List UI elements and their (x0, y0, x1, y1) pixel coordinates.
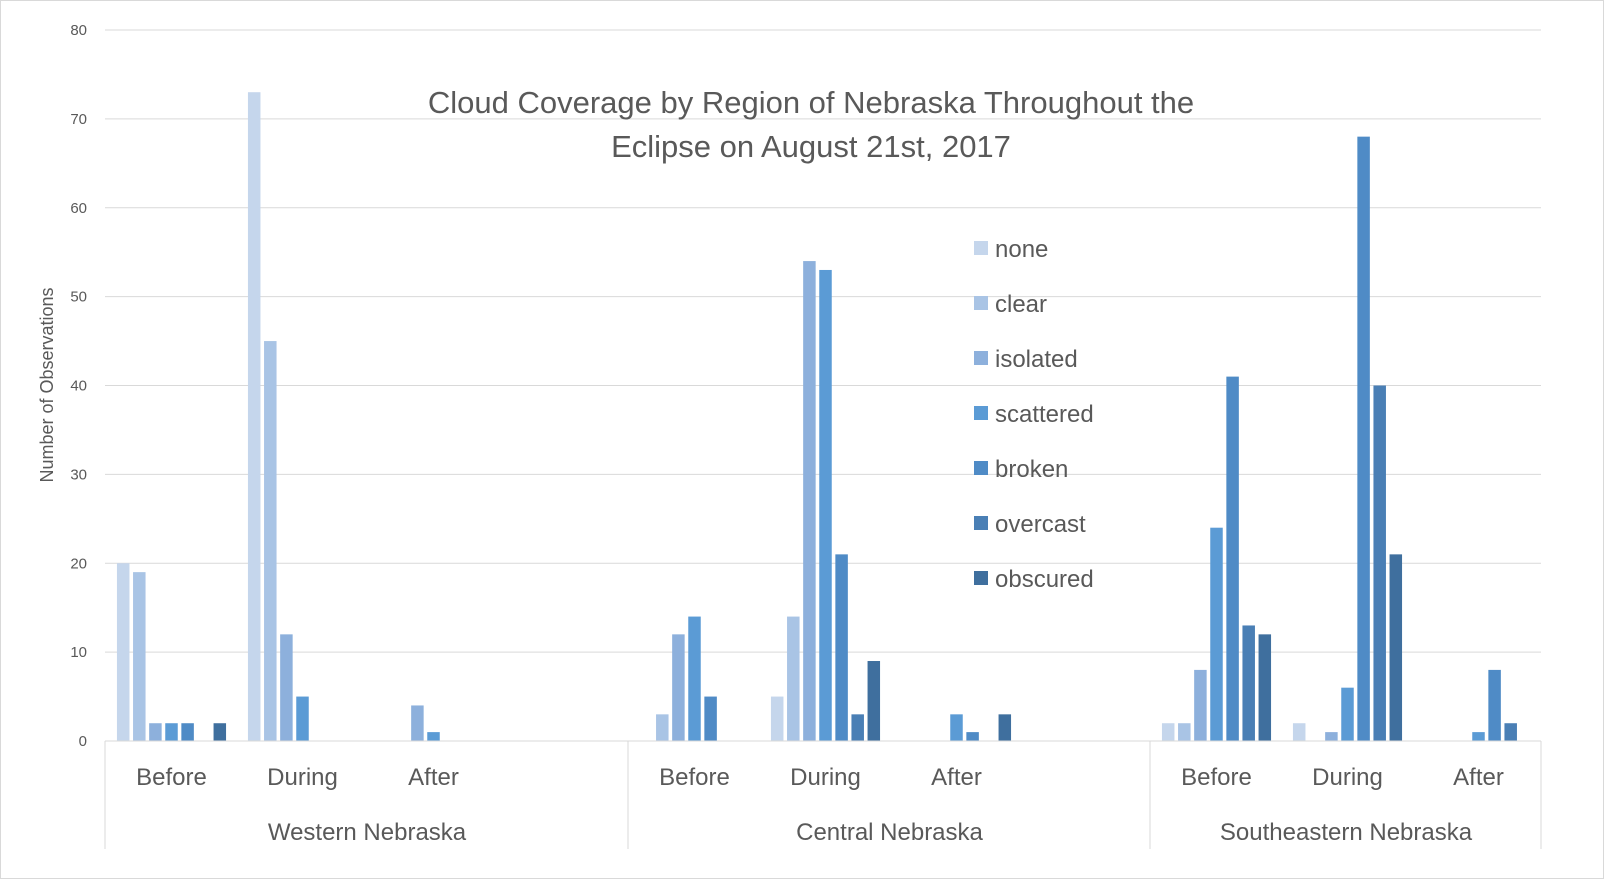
bar-scattered (1210, 527, 1223, 741)
bar-broken (704, 696, 717, 741)
legend-label: isolated (995, 346, 1078, 373)
legend-swatch (974, 241, 988, 255)
y-axis-title: Number of Observations (37, 287, 57, 482)
category-label: Before (136, 764, 207, 791)
bar-isolated (280, 634, 293, 741)
bar-broken (835, 554, 848, 741)
bar-scattered (950, 714, 963, 741)
category-label: During (267, 764, 338, 791)
chart-title-line-2: Eclipse on August 21st, 2017 (611, 129, 1011, 164)
y-tick-label: 50 (70, 289, 87, 306)
bar-clear (787, 616, 800, 741)
bar-isolated (149, 723, 162, 741)
legend-swatch (974, 351, 988, 365)
bar-overcast (1504, 723, 1517, 741)
category-label: During (790, 764, 861, 791)
y-tick-label: 80 (70, 22, 87, 39)
y-tick-label: 30 (70, 466, 87, 483)
group-label: Western Nebraska (268, 819, 467, 846)
bar-obscured (213, 723, 227, 741)
bar-isolated (803, 261, 816, 741)
bar-scattered (296, 696, 309, 741)
legend-label: broken (995, 456, 1068, 483)
bar-broken (1488, 669, 1501, 741)
legend-label: overcast (995, 511, 1086, 538)
y-tick-label: 0 (79, 733, 87, 750)
legend-label: none (995, 236, 1048, 263)
y-tick-label: 40 (70, 378, 87, 395)
bar-obscured (1258, 634, 1272, 741)
bar-overcast (851, 714, 864, 741)
legend-swatch (974, 296, 988, 310)
bar-broken (181, 723, 194, 741)
bar-isolated (411, 705, 424, 741)
category-label: After (408, 764, 459, 791)
legend-label: clear (995, 291, 1047, 318)
bar-broken (1357, 136, 1370, 741)
legend: none clear isolated scattered broken overcast… (974, 236, 1094, 593)
bar-clear (656, 714, 669, 741)
legend-swatch (974, 406, 988, 420)
bar-none (1292, 723, 1306, 741)
y-axis-ticks: 0 10 20 30 40 50 60 70 80 (70, 22, 87, 750)
legend-label: obscured (995, 566, 1094, 593)
legend-swatch (974, 571, 988, 585)
bar-obscured (867, 661, 881, 741)
bars (116, 92, 1517, 741)
category-label: After (931, 764, 982, 791)
bar-none (247, 92, 261, 741)
bar-clear (264, 341, 277, 741)
bar-none (116, 563, 130, 741)
legend-swatch (974, 461, 988, 475)
bar-scattered (688, 616, 701, 741)
y-tick-label: 10 (70, 644, 87, 661)
bar-broken (1226, 376, 1239, 741)
bar-isolated (672, 634, 685, 741)
bar-scattered (819, 269, 832, 741)
bar-scattered (1472, 732, 1485, 741)
chart-title-line-1: Cloud Coverage by Region of Nebraska Thr… (428, 85, 1194, 120)
group-label: Central Nebraska (796, 819, 983, 846)
category-label: During (1312, 764, 1383, 791)
bar-none (770, 696, 784, 741)
bar-clear (1178, 723, 1191, 741)
bar-broken (966, 732, 979, 741)
bar-none (1161, 723, 1175, 741)
y-tick-label: 60 (70, 200, 87, 217)
bar-isolated (1325, 732, 1338, 741)
legend-swatch (974, 516, 988, 530)
group-label: Southeastern Nebraska (1220, 819, 1473, 846)
bar-isolated (1194, 669, 1207, 741)
y-tick-label: 20 (70, 555, 87, 572)
y-tick-label: 70 (70, 111, 87, 128)
bar-overcast (1373, 385, 1386, 741)
bar-clear (133, 572, 146, 741)
bar-scattered (427, 732, 440, 741)
category-label: Before (1181, 764, 1252, 791)
x-axis: Western Nebraska Before During After Central… (104, 740, 1542, 849)
bar-scattered (165, 723, 178, 741)
bar-scattered (1341, 687, 1354, 741)
legend-label: scattered (995, 401, 1094, 428)
category-label: Before (659, 764, 730, 791)
bar-obscured (998, 714, 1012, 741)
bar-overcast (1242, 625, 1255, 741)
bar-obscured (1389, 554, 1403, 741)
category-label: After (1453, 764, 1504, 791)
